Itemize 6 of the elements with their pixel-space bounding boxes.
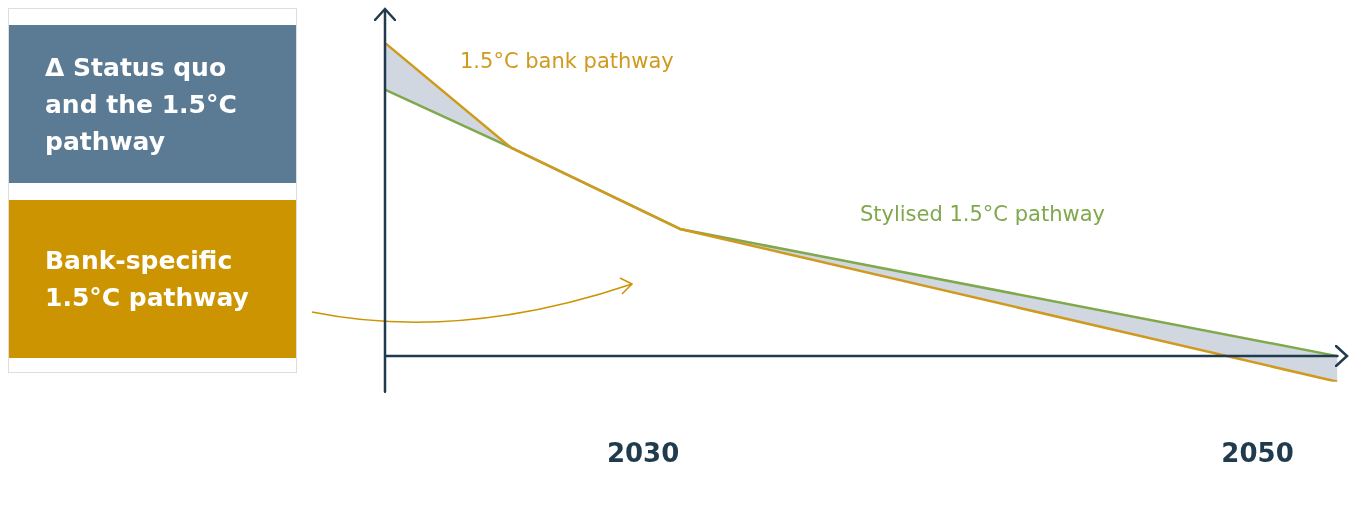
text: Bank-specific 1.5°C pathway [9,200,296,358]
x-tick-label: 2030 [606,438,680,469]
x-tick-label: 2050 [1221,438,1294,469]
series-label: Stylised 1.5°C pathway [859,202,1105,226]
series-label: 1.5°C bank pathway [460,49,674,73]
text: Δ Status quo and the 1.5°C pathway [9,25,296,183]
